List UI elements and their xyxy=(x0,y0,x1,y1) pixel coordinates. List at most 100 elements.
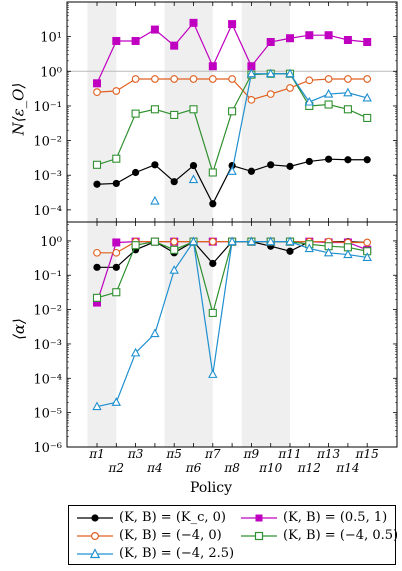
data-point xyxy=(209,259,217,268)
legend-item-05-1: (K, B) = (0.5, 1) xyxy=(239,510,387,525)
y-tick-label: 10⁰ xyxy=(40,65,62,80)
data-point xyxy=(285,236,295,246)
x-axis-label: Policy xyxy=(190,480,232,496)
shaded-band xyxy=(241,222,290,447)
data-point xyxy=(208,62,217,71)
data-point xyxy=(247,95,256,104)
shaded-band xyxy=(164,222,213,447)
data-point xyxy=(131,36,140,45)
data-point xyxy=(363,113,372,123)
data-point xyxy=(112,263,120,271)
legend-swatch-kc0 xyxy=(77,513,113,522)
data-point xyxy=(188,174,199,184)
y-tick-label: 10⁻² xyxy=(33,135,62,150)
data-point xyxy=(132,168,140,177)
data-point xyxy=(92,293,102,302)
data-point xyxy=(112,154,121,163)
data-point xyxy=(93,180,101,188)
x-tick-label: π5 xyxy=(165,447,182,461)
data-point xyxy=(247,167,255,175)
data-point xyxy=(170,178,178,186)
series-line xyxy=(231,73,368,172)
data-point xyxy=(323,88,334,98)
data-point xyxy=(169,265,179,274)
legend-swatch-m4-25 xyxy=(77,547,113,558)
y-tick-label: 10⁰ xyxy=(40,235,62,250)
data-point xyxy=(286,247,294,255)
x-tick-label: π15 xyxy=(355,447,379,461)
data-point xyxy=(266,38,275,47)
data-point xyxy=(150,237,159,246)
x-tick-label: π1 xyxy=(88,447,105,461)
data-point xyxy=(208,369,218,378)
series-line xyxy=(96,240,368,408)
data-point xyxy=(344,156,352,164)
data-point xyxy=(112,238,121,247)
legend-label: (K, B) = (−4, 2.5) xyxy=(119,546,235,561)
data-point xyxy=(93,263,101,271)
data-point xyxy=(343,36,352,45)
data-point xyxy=(170,41,179,50)
legend-label: (K, B) = (0.5, 1) xyxy=(283,510,388,525)
data-point xyxy=(93,88,101,97)
y-tick-label: 10⁻⁵ xyxy=(33,407,62,422)
data-point xyxy=(208,75,217,83)
y-tick-label: 10⁻¹ xyxy=(33,100,62,115)
y-tick-label: 10⁻⁴ xyxy=(33,204,62,219)
legend-item-m4-25: (K, B) = (−4, 2.5) xyxy=(75,546,234,561)
y-tick-label: 10⁻³ xyxy=(33,338,62,353)
top-ylabel: N⟨ε_O⟩ xyxy=(9,82,28,136)
data-point xyxy=(246,236,257,246)
data-point xyxy=(362,252,372,261)
x-tick-label: π6 xyxy=(185,461,202,475)
data-point xyxy=(305,76,314,85)
bottom-ylabel: ⟨α⟩ xyxy=(9,318,28,340)
legend-label: (K, B) = (−4, 0.5) xyxy=(283,528,399,543)
data-point xyxy=(93,248,101,257)
data-point xyxy=(228,107,237,116)
x-tick-label: π7 xyxy=(204,447,221,461)
data-point xyxy=(131,109,140,118)
data-point xyxy=(305,31,314,40)
x-tick-label: π13 xyxy=(316,447,341,461)
data-point xyxy=(151,75,159,83)
legend-item-kc0: (K, B) = (K_c, 0) xyxy=(75,510,226,525)
legend: (K, B) = (K_c, 0) (K, B) = (0.5, 1) (K, … xyxy=(68,505,399,565)
data-point xyxy=(304,243,315,253)
shaded-band xyxy=(87,222,117,447)
data-point xyxy=(324,31,333,40)
data-point xyxy=(363,75,372,83)
legend-label: (K, B) = (K_c, 0) xyxy=(119,510,227,525)
y-tick-label: 10⁻² xyxy=(33,304,62,319)
data-point xyxy=(150,328,160,338)
data-point xyxy=(189,161,198,170)
data-point xyxy=(246,68,257,78)
data-point xyxy=(363,238,372,247)
data-point xyxy=(267,161,275,169)
x-tick-label: π12 xyxy=(297,461,321,475)
data-point xyxy=(130,347,141,357)
data-point xyxy=(92,401,102,411)
data-point xyxy=(112,288,121,297)
data-point xyxy=(343,105,352,114)
y-tick-label: 10⁻¹ xyxy=(33,269,62,284)
data-point xyxy=(93,298,101,307)
shaded-band xyxy=(241,2,290,222)
data-point xyxy=(170,110,179,119)
data-point xyxy=(324,75,333,83)
x-tick-label: π2 xyxy=(108,461,125,475)
data-point xyxy=(228,75,236,83)
data-point xyxy=(112,179,120,188)
data-point xyxy=(189,105,198,114)
data-point xyxy=(247,62,256,71)
data-point xyxy=(323,247,334,257)
data-point xyxy=(344,75,352,83)
data-point xyxy=(286,162,294,170)
data-point xyxy=(111,397,122,406)
data-point xyxy=(188,236,199,246)
data-point xyxy=(131,75,140,83)
data-point xyxy=(324,100,333,109)
data-point xyxy=(112,248,121,257)
data-point xyxy=(170,245,179,254)
